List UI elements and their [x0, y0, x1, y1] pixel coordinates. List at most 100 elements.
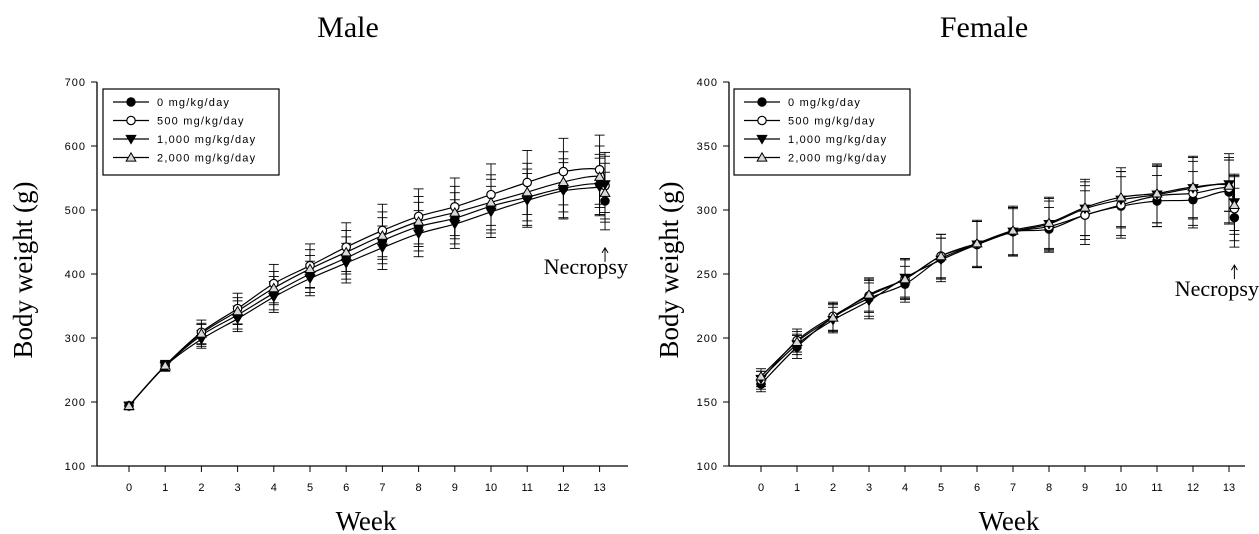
- y-tick-label: 400: [65, 269, 86, 281]
- necropsy-arrow-head: [601, 246, 609, 254]
- legend-label: 500 mg/kg/day: [788, 116, 876, 128]
- data-point: [1187, 181, 1199, 192]
- x-tick-label: 10: [1115, 482, 1127, 494]
- necropsy-annotation: Necropsy: [544, 254, 628, 279]
- data-point: [1079, 201, 1091, 212]
- data-point: [449, 219, 461, 230]
- data-point: [412, 229, 425, 240]
- x-tick-label: 0: [126, 482, 132, 494]
- series-points-3: [123, 171, 611, 410]
- legend-label: 2,000 mg/kg/day: [788, 153, 887, 165]
- x-tick-label: 12: [557, 482, 569, 494]
- data-point: [340, 258, 352, 269]
- legend-label: 1,000 mg/kg/day: [157, 134, 256, 146]
- x-tick-label: 12: [1187, 482, 1199, 494]
- x-tick-label: 11: [1151, 482, 1162, 494]
- data-point: [1043, 217, 1055, 227]
- error-bars-series-1: [756, 153, 1240, 390]
- x-tick-label: 10: [485, 482, 497, 494]
- x-tick-label: 0: [758, 482, 764, 494]
- legend-marker: [125, 151, 137, 162]
- data-point: [485, 196, 497, 207]
- data-point: [593, 182, 606, 193]
- x-tick-label: 7: [379, 482, 385, 494]
- series-line-1: [760, 187, 1235, 381]
- y-tick-label: 100: [697, 461, 718, 473]
- data-point: [755, 370, 767, 381]
- data-point: [268, 282, 280, 293]
- data-point: [1115, 191, 1127, 202]
- data-point: [485, 207, 497, 218]
- legend-label: 0 mg/kg/day: [788, 97, 861, 109]
- necropsy-annotation: Necropsy: [1175, 276, 1259, 301]
- data-point: [159, 359, 171, 370]
- legend-label: 0 mg/kg/day: [157, 97, 230, 109]
- x-tick-label: 1: [162, 482, 168, 494]
- series-points-2: [123, 180, 611, 412]
- legend-marker: [757, 115, 767, 126]
- data-point: [1229, 212, 1240, 223]
- series-line-3: [128, 175, 606, 407]
- y-tick-label: 150: [697, 397, 718, 409]
- data-point: [123, 400, 135, 410]
- x-tick-label: 8: [1046, 482, 1052, 494]
- data-point: [899, 273, 911, 284]
- legend-marker: [125, 134, 137, 145]
- legend: 0 mg/kg/day 500 mg/kg/day 1,000 mg/kg/day 2…: [733, 88, 911, 176]
- necropsy-arrow-head: [1230, 264, 1238, 271]
- x-tick-label: 13: [593, 482, 605, 494]
- data-point: [863, 288, 875, 299]
- x-tick-label: 4: [902, 482, 908, 494]
- data-point: [376, 243, 389, 254]
- series-line-3: [760, 183, 1235, 377]
- x-tick-label: 1: [794, 482, 800, 494]
- x-tick-label: 7: [1010, 482, 1016, 494]
- data-point: [827, 311, 839, 322]
- data-point: [791, 336, 803, 346]
- series-points-0: [756, 187, 1240, 389]
- data-point: [304, 274, 316, 285]
- series-points-1: [756, 183, 1240, 386]
- x-tick-label: 6: [343, 482, 349, 494]
- y-tick-label: 400: [697, 77, 718, 89]
- legend: 0 mg/kg/day 500 mg/kg/day 1,000 mg/kg/day 2…: [102, 88, 280, 176]
- y-tick-label: 250: [697, 269, 718, 281]
- x-tick-label: 13: [1223, 482, 1235, 494]
- data-point: [558, 166, 569, 177]
- data-point: [971, 237, 983, 248]
- series-line-1: [128, 168, 606, 407]
- series-line-2: [128, 183, 606, 407]
- data-point: [1151, 187, 1163, 198]
- y-tick-label: 200: [65, 397, 86, 409]
- legend-marker: [757, 97, 767, 107]
- x-tick-label: 2: [198, 482, 204, 494]
- y-tick-label: 350: [697, 141, 718, 153]
- series-line-0: [760, 190, 1235, 385]
- legend-marker: [756, 134, 768, 145]
- x-tick-label: 3: [866, 482, 872, 494]
- data-point: [304, 263, 316, 274]
- data-point: [231, 314, 244, 325]
- x-tick-label: 5: [307, 482, 313, 494]
- series-line-2: [760, 183, 1235, 380]
- series-points-1: [124, 164, 610, 411]
- series-points-3: [755, 180, 1241, 381]
- data-point: [521, 186, 533, 197]
- data-point: [593, 171, 606, 181]
- series-points-2: [755, 180, 1241, 385]
- y-tick-label: 600: [65, 141, 86, 153]
- y-axis-label: Body weight (g): [8, 182, 38, 359]
- x-tick-label: 5: [938, 482, 944, 494]
- data-point: [376, 230, 389, 240]
- x-tick-label: 11: [521, 482, 532, 494]
- error-bars-series-1: [124, 134, 611, 411]
- data-point: [522, 177, 532, 188]
- data-point: [1228, 199, 1241, 210]
- x-tick-label: 4: [271, 482, 277, 494]
- legend-label: 2,000 mg/kg/day: [157, 153, 256, 165]
- chart-title: Female: [940, 11, 1028, 44]
- chart-title: Male: [317, 11, 379, 44]
- y-tick-label: 700: [65, 77, 86, 89]
